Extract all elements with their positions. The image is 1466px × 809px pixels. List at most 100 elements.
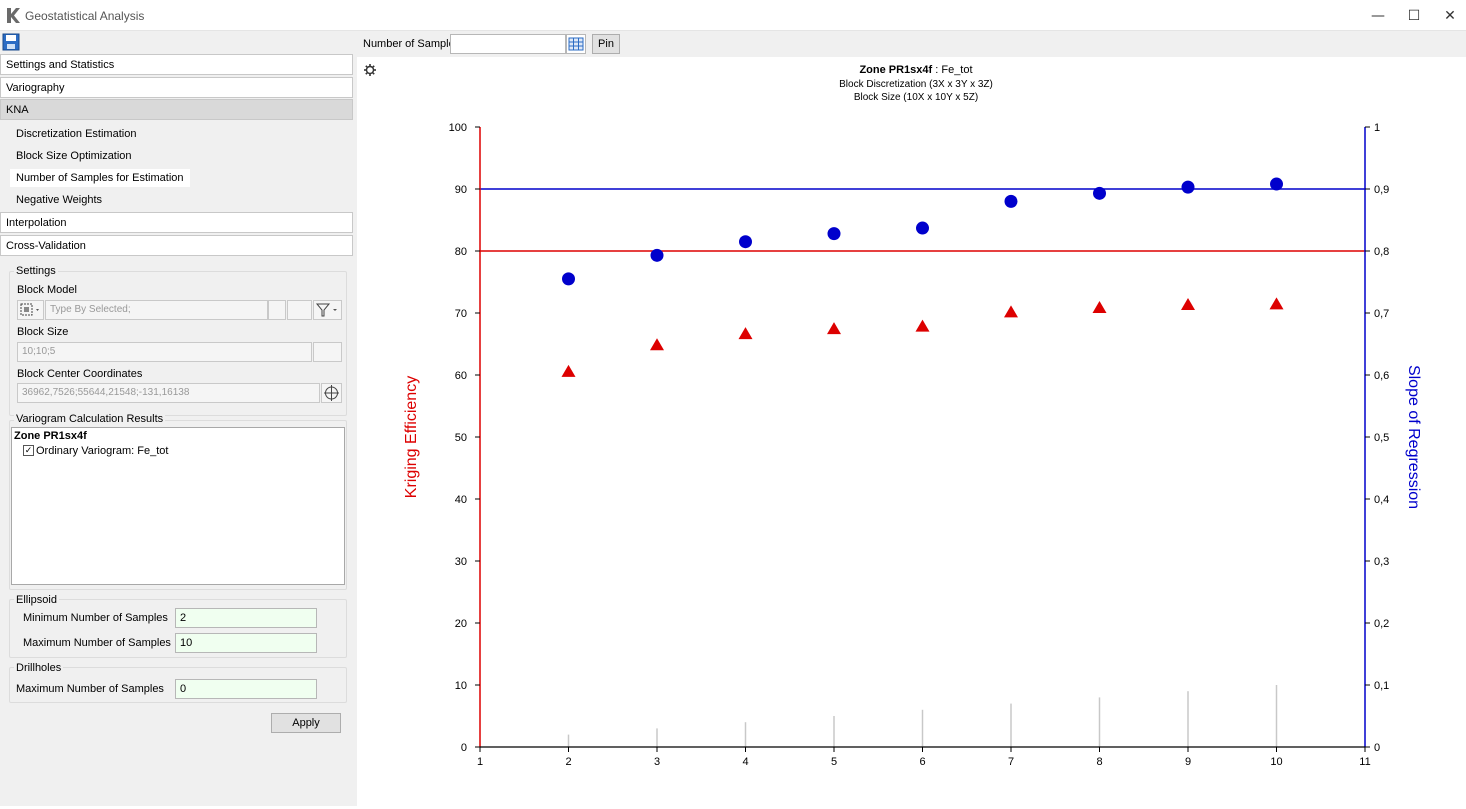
window-title: Geostatistical Analysis: [25, 9, 145, 23]
gear-icon[interactable]: [364, 64, 376, 76]
x-tick-label: 4: [742, 756, 748, 768]
block-center-combo[interactable]: 36962,7526;55644,21548;-131,16138: [17, 383, 320, 403]
y-tick-label: 50: [455, 432, 467, 444]
chart-title-variable: : Fe_tot: [932, 64, 972, 76]
x-tick-label: 7: [1008, 756, 1014, 768]
chart-toolbar: Number of Samples Pin: [357, 31, 1466, 57]
slope-point: [916, 221, 929, 235]
accordion-settings-statistics[interactable]: Settings and Statistics: [0, 54, 353, 75]
kriging-point: [915, 319, 930, 332]
accordion-kna[interactable]: KNA: [0, 99, 353, 120]
accordion-label: Variography: [6, 82, 65, 94]
variogram-group: [9, 420, 347, 590]
accordion-cross-validation[interactable]: Cross-Validation: [0, 235, 353, 256]
y-tick-label: 10: [455, 680, 467, 692]
y-tick-label: 20: [455, 618, 467, 630]
y2-tick-label: 0,2: [1374, 618, 1389, 630]
y-tick-label: 0: [461, 742, 467, 754]
pin-button[interactable]: Pin: [592, 34, 620, 54]
block-model-select-button[interactable]: [17, 300, 44, 320]
y2-tick-label: 0,8: [1374, 246, 1389, 258]
number-of-samples-input[interactable]: [450, 34, 566, 54]
block-size-label: Block Size: [17, 326, 69, 338]
crosshair-icon[interactable]: [321, 383, 342, 403]
accordion-label: KNA: [6, 104, 29, 116]
table-button[interactable]: [566, 34, 586, 54]
block-center-label: Block Center Coordinates: [17, 368, 143, 380]
slope-point: [1004, 194, 1018, 208]
slope-point: [739, 235, 752, 249]
y2-tick-label: 0,3: [1374, 556, 1389, 568]
crosshair-glyph: [324, 385, 339, 401]
block-size-combo[interactable]: 10;10;5: [17, 342, 312, 362]
y-tick-label: 60: [455, 370, 467, 382]
slope-point: [1093, 186, 1106, 200]
y2-tick-label: 0,4: [1374, 494, 1389, 506]
tree-zone-node[interactable]: Zone PR1sx4f: [14, 430, 87, 442]
y-tick-label: 30: [455, 556, 467, 568]
y-tick-label: 90: [455, 184, 467, 196]
maximize-button[interactable]: ☐: [1407, 8, 1421, 24]
drillholes-max-input[interactable]: 0: [175, 679, 317, 699]
title-bar: Geostatistical Analysis — ☐ ✕: [0, 0, 1466, 31]
kriging-point: [738, 327, 753, 340]
chart-title-zone: Zone PR1sx4f: [859, 64, 932, 76]
variogram-tree: Zone PR1sx4f ✓ Ordinary Variogram: Fe_to…: [11, 427, 345, 585]
max-samples-label: Maximum Number of Samples: [23, 637, 171, 649]
y-tick-label: 100: [449, 122, 467, 134]
drillholes-group-title: Drillholes: [14, 662, 64, 674]
kriging-point: [827, 322, 841, 335]
x-tick-label: 9: [1185, 756, 1191, 768]
block-model-label: Block Model: [17, 284, 77, 296]
chart-subtitle-discretization: Block Discretization (3X x 3Y x 3Z): [839, 79, 993, 90]
y2-tick-label: 0,6: [1374, 370, 1389, 382]
x-tick-label: 2: [565, 756, 571, 768]
kriging-point: [650, 338, 664, 351]
min-samples-label: Minimum Number of Samples: [23, 612, 168, 624]
accordion-variography[interactable]: Variography: [0, 77, 353, 98]
accordion-interpolation[interactable]: Interpolation: [0, 212, 353, 233]
select-icon[interactable]: [268, 300, 286, 320]
tree-variogram-item[interactable]: Ordinary Variogram: Fe_tot: [36, 445, 169, 457]
ellipsoid-group: [9, 599, 347, 658]
hand-select-icon[interactable]: [287, 300, 312, 320]
kriging-point: [1269, 297, 1284, 310]
filter-button[interactable]: [313, 300, 342, 320]
x-tick-label: 3: [654, 756, 660, 768]
y2-tick-label: 0: [1374, 742, 1380, 754]
x-tick-label: 10: [1270, 756, 1282, 768]
slope-point: [827, 227, 841, 241]
drillholes-group: [9, 667, 347, 703]
y2-tick-label: 0,5: [1374, 432, 1389, 444]
kna-item-discretization[interactable]: Discretization Estimation: [16, 128, 137, 140]
minimize-button[interactable]: —: [1371, 8, 1385, 24]
kna-item-negative-weights[interactable]: Negative Weights: [16, 194, 103, 206]
kriging-point: [1092, 301, 1107, 314]
min-samples-input[interactable]: 2: [175, 608, 317, 628]
y-axis-label: Kriging Efficiency: [403, 376, 420, 498]
kna-item-number-of-samples[interactable]: Number of Samples for Estimation: [10, 169, 190, 187]
max-samples-input[interactable]: 10: [175, 633, 317, 653]
variogram-checkbox[interactable]: ✓: [23, 445, 34, 456]
app-logo-icon: [7, 8, 20, 23]
left-panel: Settings and Statistics Variography KNA …: [0, 31, 357, 806]
kna-chart: Zone PR1sx4f : Fe_tot Block Discretizati…: [364, 64, 1422, 768]
x-tick-label: 1: [477, 756, 483, 768]
ellipsoid-group-title: Ellipsoid: [14, 594, 59, 606]
block-model-input[interactable]: Type By Selected;: [45, 300, 268, 320]
y2-tick-label: 0,7: [1374, 308, 1389, 320]
plot-area: 0 10 20 30 40 50 60 70 80 90 100 0 0,1 0,2 0,3 0,4 0,5 0,…: [403, 122, 1422, 768]
kna-item-block-size[interactable]: Block Size Optimization: [16, 150, 132, 162]
apply-button[interactable]: Apply: [271, 713, 341, 733]
accordion-label: Cross-Validation: [6, 240, 86, 252]
settings-group: [9, 271, 347, 416]
save-icon[interactable]: [2, 33, 20, 51]
slope-point: [1270, 177, 1283, 191]
block-size-tool-icon[interactable]: [313, 342, 342, 362]
kriging-point: [1181, 297, 1195, 310]
x-tick-label: 11: [1359, 756, 1370, 768]
x-tick-label: 6: [919, 756, 925, 768]
drillholes-max-label: Maximum Number of Samples: [16, 683, 164, 695]
y-tick-label: 40: [455, 494, 467, 506]
close-button[interactable]: ✕: [1444, 8, 1456, 24]
